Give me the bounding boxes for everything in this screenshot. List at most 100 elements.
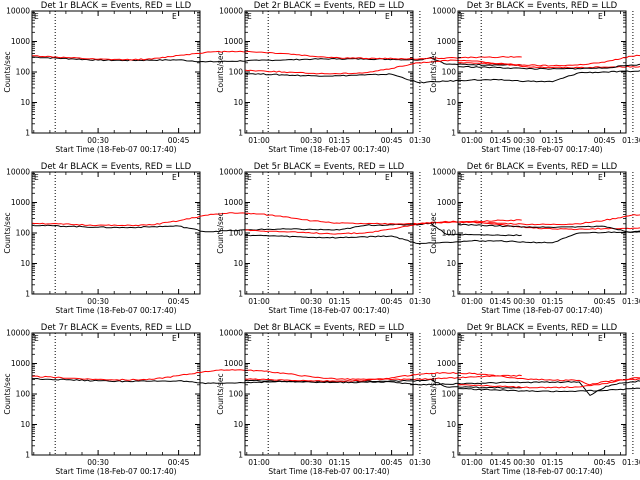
x-tick-label: 01:45: [489, 136, 511, 145]
y-tick-label: 10: [20, 259, 30, 268]
y-tick-label: 1: [25, 290, 30, 299]
events-series-line: [458, 63, 640, 70]
y-tick-label: 10: [233, 98, 243, 107]
y-axis-title: Counts/sec: [216, 51, 225, 92]
x-tick-label: 00:45: [168, 458, 190, 467]
legend-marker: E: [598, 334, 603, 343]
y-tick-label: 10: [20, 420, 30, 429]
x-tick-label: 01:30: [622, 458, 640, 467]
panel-det-5: Det 5r BLACK = Events, RED = LLD11010010…: [216, 162, 640, 315]
lld-series-line: [245, 59, 640, 75]
legend-marker: E: [34, 12, 39, 21]
y-tick-label: 1000: [224, 359, 243, 368]
x-tick-label: 00:30: [513, 136, 535, 145]
y-tick-label: 1: [451, 290, 456, 299]
y-tick-label: 10000: [6, 329, 30, 338]
y-tick-label: 100: [16, 390, 31, 399]
legend-marker: E: [34, 334, 39, 343]
y-tick-label: 10000: [432, 329, 456, 338]
y-tick-label: 100: [16, 229, 31, 238]
y-tick-label: 10: [446, 98, 456, 107]
plot-frame: [244, 332, 414, 456]
legend-marker: E: [385, 173, 390, 182]
y-tick-label: 1000: [11, 198, 30, 207]
y-tick-label: 1: [238, 451, 243, 460]
legend-marker: E: [460, 12, 465, 21]
x-tick-label: 00:30: [300, 297, 322, 306]
panel-title: Det 7r BLACK = Events, RED = LLD: [41, 323, 192, 333]
lld-series-line: [32, 369, 522, 381]
panel-title: Det 2r BLACK = Events, RED = LLD: [254, 1, 405, 11]
x-tick-label: 00:30: [300, 136, 322, 145]
y-tick-label: 1: [25, 129, 30, 138]
legend-marker: E: [34, 173, 39, 182]
x-tick-label: 01:45: [489, 458, 511, 467]
legend-marker: E: [172, 334, 177, 343]
lld-series-line: [245, 220, 640, 235]
panel-title: Det 3r BLACK = Events, RED = LLD: [467, 1, 618, 11]
y-axis-title: Counts/sec: [216, 212, 225, 253]
x-tick-label: 00:30: [87, 136, 109, 145]
panel-title: Det 9r BLACK = Events, RED = LLD: [467, 323, 618, 333]
y-tick-label: 10000: [6, 7, 30, 16]
x-tick-label: 00:30: [87, 297, 109, 306]
y-tick-label: 100: [16, 68, 31, 77]
y-tick-label: 1000: [224, 37, 243, 46]
x-axis-title: Start Time (18-Feb-07 00:17:40): [481, 306, 602, 315]
x-tick-label: 01:30: [622, 297, 640, 306]
plot-frame: [31, 332, 201, 456]
x-tick-label: 00:45: [594, 458, 616, 467]
y-axis-title: Counts/sec: [216, 373, 225, 414]
lld-series-line: [32, 50, 522, 61]
panel-title: Det 8r BLACK = Events, RED = LLD: [254, 323, 405, 333]
x-tick-label: 01:30: [409, 297, 431, 306]
y-tick-label: 10000: [432, 168, 456, 177]
x-tick-label: 00:30: [513, 458, 535, 467]
panel-title: Det 1r BLACK = Events, RED = LLD: [41, 1, 192, 11]
legend-marker: E: [460, 173, 465, 182]
y-axis-title: Counts/sec: [3, 212, 12, 253]
plot-frame: [457, 332, 627, 456]
events-series-line: [245, 379, 640, 397]
x-axis-title: Start Time (18-Feb-07 00:17:40): [481, 467, 602, 476]
legend-marker: E: [247, 173, 252, 182]
x-tick-label: 01:15: [542, 136, 564, 145]
y-tick-label: 10000: [6, 168, 30, 177]
x-tick-label: 01:15: [329, 297, 351, 306]
legend-marker: E: [172, 12, 177, 21]
lld-series-line: [458, 377, 640, 389]
events-series-line: [458, 223, 640, 233]
y-axis-title: Counts/sec: [429, 51, 438, 92]
y-tick-label: 10000: [219, 7, 243, 16]
y-tick-label: 10: [233, 420, 243, 429]
x-axis-title: Start Time (18-Feb-07 00:17:40): [55, 145, 176, 154]
panel-det-1: Det 1r BLACK = Events, RED = LLD11010010…: [3, 1, 522, 154]
plot-frame: [31, 171, 201, 295]
x-tick-label: 00:30: [513, 297, 535, 306]
x-tick-label: 00:45: [381, 136, 403, 145]
x-tick-label: 01:00: [248, 458, 270, 467]
x-tick-label: 01:00: [461, 297, 483, 306]
x-axis-title: Start Time (18-Feb-07 00:17:40): [481, 145, 602, 154]
y-axis-title: Counts/sec: [3, 373, 12, 414]
x-tick-label: 00:45: [594, 297, 616, 306]
x-tick-label: 01:00: [248, 297, 270, 306]
y-tick-label: 1000: [11, 359, 30, 368]
panel-det-4: Det 4r BLACK = Events, RED = LLD11010010…: [3, 162, 522, 315]
panel-title: Det 4r BLACK = Events, RED = LLD: [41, 162, 192, 172]
x-tick-label: 01:15: [542, 297, 564, 306]
y-tick-label: 10000: [219, 329, 243, 338]
panel-det-3: Det 3r BLACK = Events, RED = LLD 1 10 100 10…: [429, 1, 640, 154]
y-axis-title: Counts/sec: [429, 212, 438, 253]
legend-marker: E: [172, 173, 177, 182]
lld-series-line: [458, 214, 640, 226]
x-axis-title: Start Time (18-Feb-07 00:17:40): [268, 306, 389, 315]
y-tick-label: 1000: [11, 37, 30, 46]
y-tick-label: 1: [238, 129, 243, 138]
events-series-line: [245, 70, 640, 84]
x-tick-label: 00:30: [300, 458, 322, 467]
panel-det-8: Det 8r BLACK = Events, RED = LLD11010010…: [216, 323, 640, 476]
x-tick-label: 01:00: [461, 458, 483, 467]
x-tick-label: 01:15: [329, 136, 351, 145]
